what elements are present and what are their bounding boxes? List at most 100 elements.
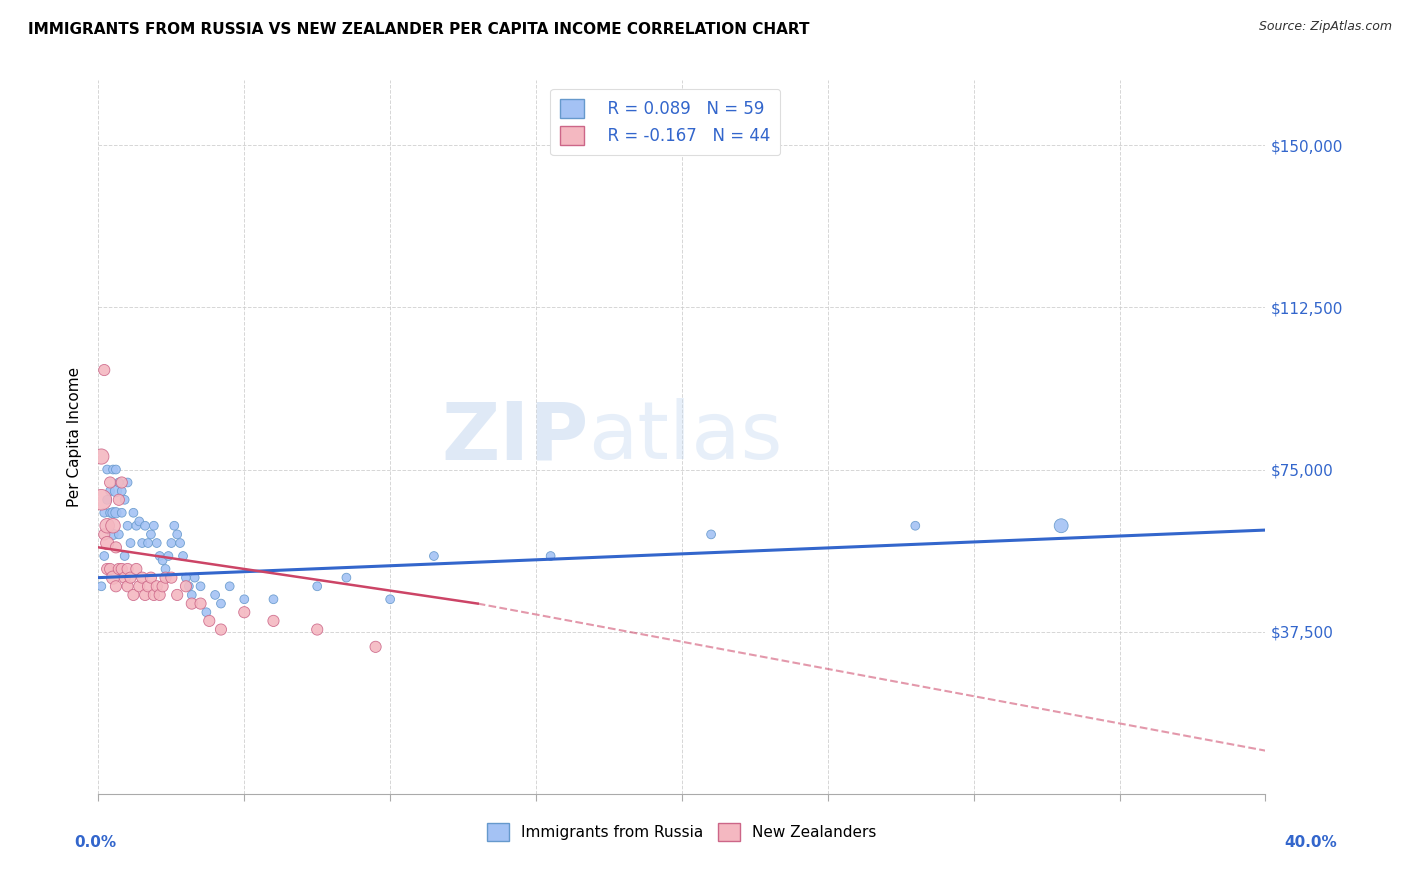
Point (101, 527, 124, 541)
Point (96, 518, 118, 533)
Point (117, 562, 139, 576)
Point (160, 536, 183, 550)
Point (114, 571, 136, 585)
Point (152, 553, 174, 567)
Point (104, 484, 127, 499)
Point (163, 518, 186, 533)
Point (190, 579, 212, 593)
Point (307, 623, 329, 637)
Point (152, 579, 174, 593)
Point (111, 484, 134, 499)
Point (117, 579, 139, 593)
Point (111, 475, 134, 490)
Point (114, 549, 136, 563)
Point (122, 588, 145, 602)
Point (93, 506, 115, 520)
Point (139, 527, 162, 541)
Point (160, 571, 183, 585)
Point (93, 363, 115, 377)
Point (166, 588, 188, 602)
Point (104, 462, 127, 476)
Point (142, 588, 165, 602)
Point (96, 562, 118, 576)
Point (98, 506, 121, 520)
Point (108, 475, 131, 490)
Point (122, 506, 145, 520)
Point (114, 492, 136, 507)
Point (90, 579, 112, 593)
Point (157, 549, 180, 563)
Point (134, 518, 156, 533)
Point (335, 571, 357, 585)
Point (177, 579, 200, 593)
Point (131, 536, 153, 550)
Point (98, 484, 121, 499)
Point (169, 536, 191, 550)
Point (233, 605, 256, 619)
Text: Source: ZipAtlas.com: Source: ZipAtlas.com (1258, 20, 1392, 33)
Point (125, 518, 148, 533)
Point (101, 518, 124, 533)
Point (120, 571, 142, 585)
Text: 40.0%: 40.0% (1284, 836, 1337, 850)
Point (128, 579, 150, 593)
Point (180, 597, 202, 611)
Point (93, 549, 115, 563)
Point (108, 492, 131, 507)
Text: ZIP: ZIP (441, 398, 589, 476)
Point (117, 475, 139, 490)
Point (111, 506, 134, 520)
Point (104, 579, 127, 593)
Point (117, 518, 139, 533)
Point (233, 592, 256, 607)
Point (125, 562, 148, 576)
Point (90, 492, 112, 507)
Point (218, 579, 240, 593)
Point (195, 605, 218, 619)
Point (1050, 518, 1073, 533)
Point (149, 588, 172, 602)
Point (131, 571, 153, 585)
Text: IMMIGRANTS FROM RUSSIA VS NEW ZEALANDER PER CAPITA INCOME CORRELATION CHART: IMMIGRANTS FROM RUSSIA VS NEW ZEALANDER … (28, 22, 810, 37)
Point (142, 518, 165, 533)
Text: atlas: atlas (589, 398, 783, 476)
Point (136, 536, 159, 550)
Point (155, 571, 177, 585)
Point (120, 536, 142, 550)
Point (423, 549, 446, 563)
Point (262, 614, 284, 628)
Point (101, 462, 124, 476)
Point (96, 492, 118, 507)
Point (166, 527, 188, 541)
Point (307, 579, 329, 593)
Point (540, 549, 562, 563)
Point (93, 527, 115, 541)
Point (190, 597, 212, 611)
Point (146, 536, 169, 550)
Point (101, 571, 124, 585)
Point (155, 562, 177, 576)
Point (139, 571, 162, 585)
Point (111, 562, 134, 576)
Point (101, 506, 124, 520)
Point (172, 549, 194, 563)
Point (180, 588, 202, 602)
Point (96, 462, 118, 476)
Text: 0.0%: 0.0% (75, 836, 117, 850)
Point (364, 640, 387, 654)
Point (104, 541, 127, 555)
Point (209, 623, 232, 637)
Point (108, 562, 131, 576)
Point (104, 506, 127, 520)
Point (700, 527, 723, 541)
Point (149, 549, 172, 563)
Point (209, 597, 232, 611)
Point (204, 588, 226, 602)
Point (108, 527, 131, 541)
Point (90, 450, 112, 464)
Point (183, 571, 205, 585)
Point (98, 475, 121, 490)
Point (134, 588, 156, 602)
Point (198, 614, 221, 628)
Point (380, 592, 402, 607)
